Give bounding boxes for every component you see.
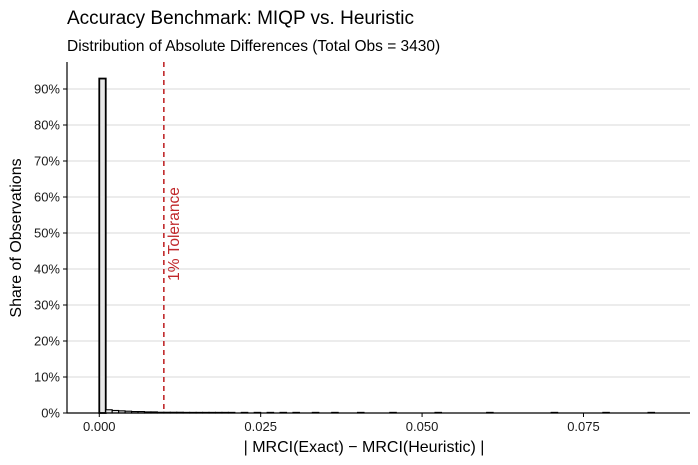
x-axis-title: | MRCI(Exact) − MRCI(Heuristic) |: [244, 439, 485, 456]
y-tick-label: 0%: [41, 406, 60, 421]
y-tick-label: 80%: [34, 118, 60, 133]
axes: [63, 62, 690, 417]
chart-subtitle: Distribution of Absolute Differences (To…: [67, 38, 440, 55]
y-tick-label: 50%: [34, 226, 60, 241]
chart-title: Accuracy Benchmark: MIQP vs. Heuristic: [67, 8, 414, 29]
y-tick-labels: 0% 10% 20% 30% 40% 50% 60% 70% 80% 90%: [34, 82, 60, 421]
y-tick-label: 30%: [34, 298, 60, 313]
x-tick-label: 0.025: [244, 419, 277, 434]
x-tick-label: 0.075: [567, 419, 600, 434]
x-tick-labels: 0.000 0.025 0.050 0.075: [83, 419, 600, 434]
y-tick-label: 40%: [34, 262, 60, 277]
y-tick-label: 20%: [34, 334, 60, 349]
histogram-bar: [98, 77, 107, 414]
y-tick-label: 10%: [34, 370, 60, 385]
reference-line-group: 1% Tolerance: [163, 62, 183, 413]
x-tick-label: 0.050: [406, 419, 439, 434]
gridlines: [67, 88, 690, 378]
y-tick-label: 60%: [34, 190, 60, 205]
y-axis-title: Share of Observations: [8, 158, 25, 317]
tolerance-label: 1% Tolerance: [166, 187, 183, 281]
x-tick-label: 0.000: [83, 419, 116, 434]
y-tick-label: 70%: [34, 154, 60, 169]
y-tick-label: 90%: [34, 82, 60, 97]
